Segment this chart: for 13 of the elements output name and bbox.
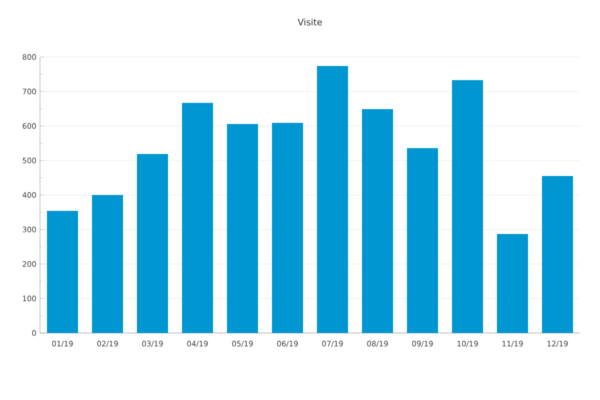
bar — [542, 176, 574, 333]
chart-title: Visite — [298, 18, 322, 26]
bar — [406, 148, 438, 333]
bar — [496, 234, 528, 333]
bar — [92, 195, 124, 333]
bar — [452, 80, 484, 333]
bar — [272, 122, 304, 333]
bar — [362, 109, 394, 333]
bar — [316, 66, 348, 333]
bar — [46, 210, 78, 333]
bar — [136, 154, 168, 333]
bar — [226, 124, 258, 333]
bar — [182, 102, 214, 333]
